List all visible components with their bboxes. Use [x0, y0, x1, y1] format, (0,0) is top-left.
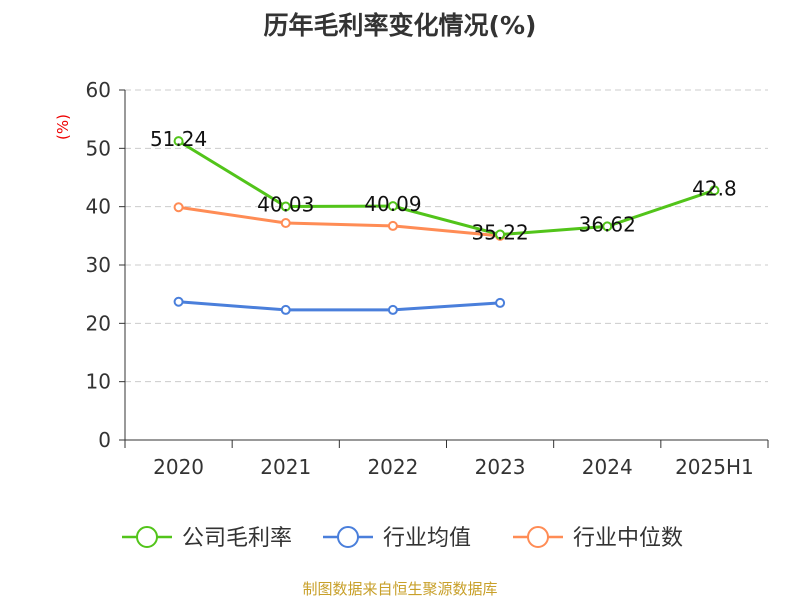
data-label: 36.62	[579, 212, 636, 236]
x-tick-label: 2022	[367, 455, 418, 479]
data-label: 40.09	[364, 192, 421, 216]
data-point	[280, 304, 291, 315]
x-tick-label: 2024	[582, 455, 633, 479]
data-point	[173, 202, 184, 213]
x-tick-label: 2025H1	[675, 455, 754, 479]
data-label: 51.24	[150, 127, 207, 151]
x-tick-label: 2023	[475, 455, 526, 479]
y-tick-label: 0	[98, 428, 111, 452]
data-point	[387, 201, 398, 212]
chart-title: 历年毛利率变化情况(%)	[263, 11, 537, 40]
data-label: 40.03	[257, 192, 314, 216]
series-line-1	[178, 300, 501, 312]
data-point	[280, 218, 291, 228]
data-point	[495, 297, 506, 308]
legend-marker-icon	[337, 526, 359, 548]
x-tick-label: 2020	[153, 455, 204, 479]
y-tick-label: 10	[86, 370, 111, 394]
data-label: 35.22	[471, 221, 528, 245]
y-tick-label: 40	[86, 195, 111, 219]
legend-label: 行业中位数	[573, 526, 683, 551]
data-label: 42.8	[692, 176, 737, 200]
data-point	[387, 304, 398, 315]
y-tick-label: 30	[86, 253, 111, 277]
legend-label: 行业均值	[383, 526, 471, 551]
y-tick-label: 20	[86, 311, 111, 335]
legend-marker-icon	[527, 526, 549, 548]
data-point	[709, 185, 720, 196]
data-point	[602, 221, 613, 232]
data-point	[173, 136, 184, 147]
legend-label: 公司毛利率	[182, 526, 292, 551]
y-axis-label: (%)	[54, 114, 72, 140]
legend-marker-icon	[136, 526, 158, 548]
data-point	[173, 296, 184, 307]
series-line-0	[177, 139, 715, 237]
source-note: 制图数据来自恒生聚源数据库	[302, 580, 498, 598]
data-point	[280, 201, 291, 212]
data-point	[495, 229, 506, 240]
x-tick-label: 2021	[260, 455, 311, 479]
y-tick-label: 50	[86, 136, 111, 160]
data-point	[387, 220, 398, 231]
series-line-2	[178, 205, 501, 238]
y-tick-label: 60	[86, 78, 111, 102]
